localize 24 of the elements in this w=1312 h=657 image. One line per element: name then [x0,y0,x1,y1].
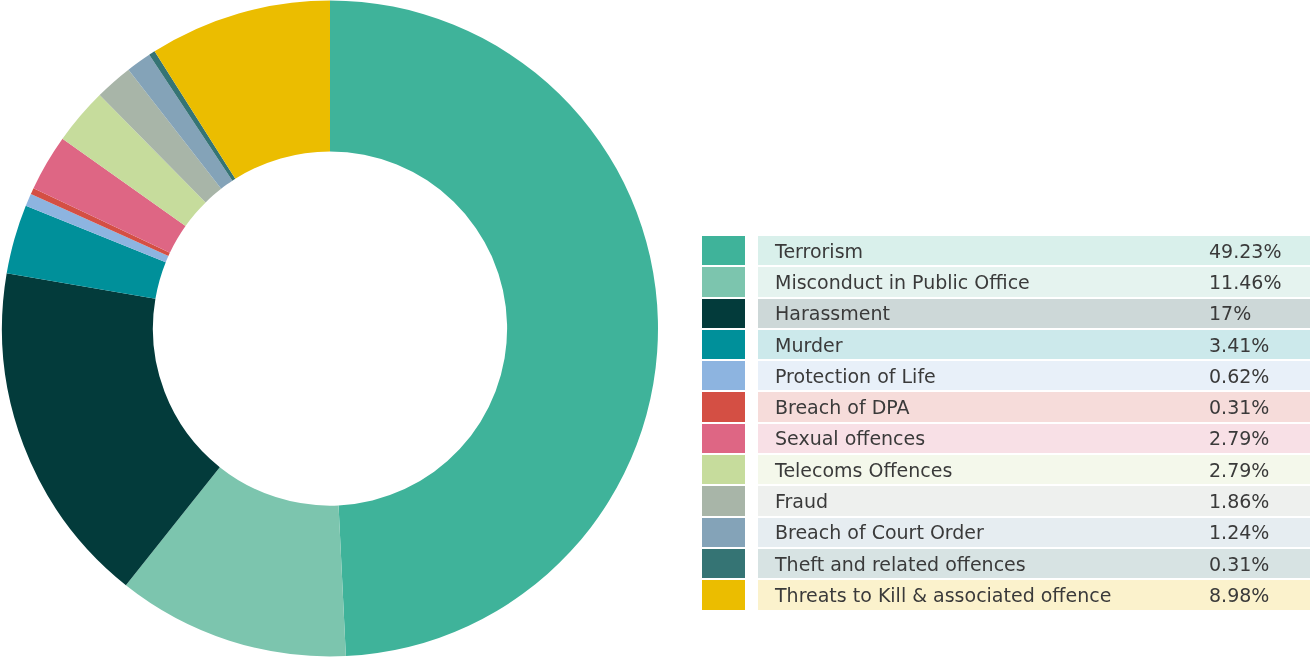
legend-label: Protection of Life [774,364,937,387]
legend-label: Harassment [774,302,891,325]
data-label: 49.23% [1209,239,1282,262]
data-label: 2.79% [1209,458,1270,481]
legend-label: Breach of DPA [774,396,911,419]
data-label: 8.98% [1209,583,1270,606]
data-label: 0.62% [1209,364,1270,387]
data-label: 2.79% [1209,427,1270,450]
legend-label: Sexual offences [774,427,927,450]
legend-label: Theft and related offences [774,552,1027,575]
data-label: 1.24% [1209,521,1270,544]
data-label: 0.31% [1209,552,1270,575]
legend-label: Murder [774,333,844,356]
data-label: 17% [1209,302,1252,325]
data-label: 1.86% [1209,490,1270,513]
legend-label: Threats to Kill & associated offence [774,583,1113,606]
legend-label: Telecoms Offences [774,458,954,481]
data-label: 11.46% [1209,270,1282,293]
legend-label: Terrorism [774,239,865,262]
legend-label: Breach of Court Order [774,521,985,544]
data-label: 3.41% [1209,333,1270,356]
legend-label: Misconduct in Public Office [774,270,1031,293]
legend-label: Fraud [774,490,830,513]
data-label: 0.31% [1209,396,1270,419]
